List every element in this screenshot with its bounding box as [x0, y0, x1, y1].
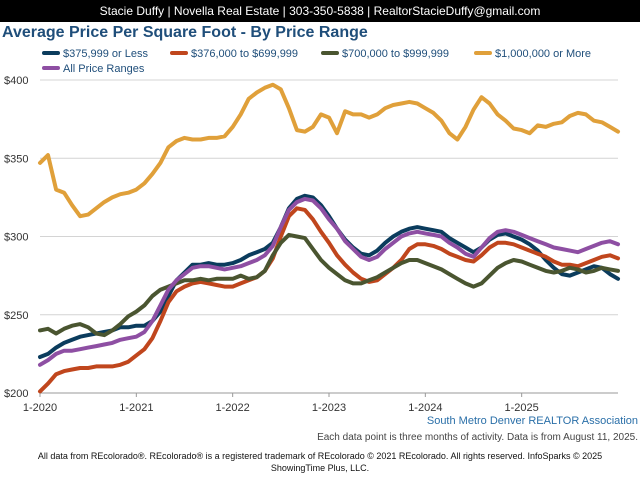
series-line-3	[38, 232, 620, 338]
copyright-line-2: ShowingTime Plus, LLC.	[270, 463, 370, 473]
series-line-5	[38, 196, 620, 367]
agent-contact-header: Stacie Duffy | Novella Real Estate | 303…	[0, 0, 640, 22]
y-tick-label: $250	[4, 310, 28, 322]
x-tick-label: 1-2025	[505, 402, 539, 414]
legend-label: $375,999 or Less	[63, 48, 149, 60]
copyright-line-1: All data from REcolorado®. REcolorado® i…	[37, 451, 603, 461]
x-tick-label: 1-2023	[312, 402, 346, 414]
series-line-2	[38, 206, 620, 394]
legend-label: $700,000 to $999,999	[342, 48, 449, 60]
series-line-4	[38, 82, 620, 219]
x-tick-label: 1-2024	[408, 402, 442, 414]
legend-label: $376,000 to $699,999	[191, 48, 298, 60]
y-tick-label: $300	[4, 232, 28, 244]
y-tick-label: $200	[4, 388, 28, 400]
source-association-note[interactable]: South Metro Denver REALTOR Association	[426, 415, 638, 427]
x-tick-label: 1-2021	[119, 402, 153, 414]
legend-label: $1,000,000 or More	[495, 48, 591, 60]
x-tick-label: 1-2020	[23, 402, 57, 414]
legend-label: All Price Ranges	[63, 63, 145, 75]
chart-title: Average Price Per Square Foot - By Price…	[2, 24, 368, 41]
y-tick-label: $350	[4, 153, 28, 165]
data-period-note: Each data point is three months of activ…	[317, 432, 638, 443]
x-tick-label: 1-2022	[216, 402, 250, 414]
copyright-footer: All data from REcolorado®. REcolorado® i…	[0, 450, 640, 474]
y-tick-label: $400	[4, 75, 28, 87]
